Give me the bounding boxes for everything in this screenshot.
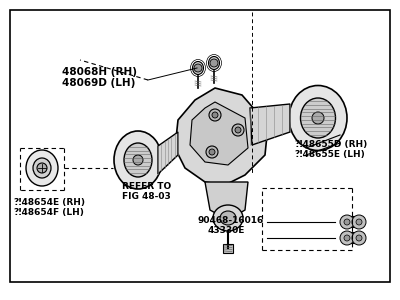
Circle shape (133, 155, 143, 165)
Text: 48068H (RH): 48068H (RH) (62, 67, 137, 77)
Circle shape (356, 219, 362, 225)
Ellipse shape (300, 98, 336, 138)
Circle shape (206, 146, 218, 158)
Ellipse shape (192, 61, 204, 74)
Text: FIG 48-03: FIG 48-03 (122, 192, 171, 201)
Bar (223, 244, 233, 253)
Ellipse shape (289, 85, 347, 151)
Circle shape (340, 231, 354, 245)
Text: 48069D (LH): 48069D (LH) (62, 78, 135, 88)
Circle shape (194, 64, 202, 72)
Text: ⁈48655E (LH): ⁈48655E (LH) (295, 150, 365, 159)
Polygon shape (205, 182, 248, 220)
Ellipse shape (213, 205, 243, 231)
Ellipse shape (343, 217, 363, 227)
Circle shape (352, 215, 366, 229)
Polygon shape (158, 132, 178, 174)
Text: ⁈48654E (RH): ⁈48654E (RH) (14, 198, 85, 207)
Ellipse shape (124, 143, 152, 177)
Circle shape (209, 109, 221, 121)
Circle shape (235, 127, 241, 133)
Text: ⁈48655D (RH): ⁈48655D (RH) (295, 140, 367, 149)
Circle shape (344, 219, 350, 225)
Circle shape (212, 112, 218, 118)
Ellipse shape (208, 56, 220, 70)
Ellipse shape (220, 211, 236, 225)
Ellipse shape (114, 131, 162, 189)
Circle shape (356, 235, 362, 241)
Circle shape (340, 215, 354, 229)
Polygon shape (190, 102, 248, 165)
Polygon shape (250, 104, 290, 145)
Circle shape (344, 235, 350, 241)
Circle shape (209, 149, 215, 155)
Polygon shape (175, 88, 268, 185)
Text: 90468-16016: 90468-16016 (198, 216, 264, 225)
Ellipse shape (343, 232, 363, 244)
Text: ⁈48654F (LH): ⁈48654F (LH) (14, 208, 84, 217)
Circle shape (210, 59, 218, 67)
Circle shape (312, 112, 324, 124)
Circle shape (352, 231, 366, 245)
Text: REFER TO: REFER TO (122, 182, 171, 191)
Circle shape (37, 163, 47, 173)
Text: 43330E: 43330E (208, 226, 245, 235)
Circle shape (232, 124, 244, 136)
Ellipse shape (26, 150, 58, 186)
Ellipse shape (33, 158, 51, 178)
